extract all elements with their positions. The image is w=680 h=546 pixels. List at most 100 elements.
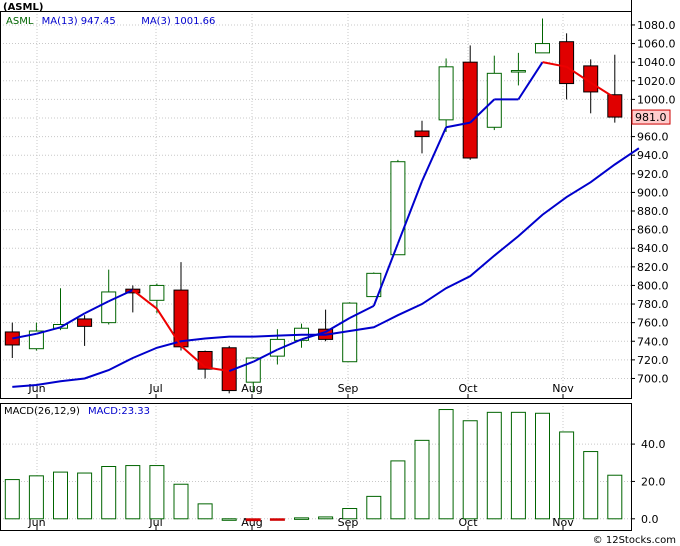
macd-bar bbox=[53, 471, 68, 520]
price-ytick-label: 780.0 bbox=[637, 298, 669, 311]
ma3-segment bbox=[228, 360, 254, 372]
candle-body bbox=[390, 161, 406, 256]
price-ytick-label: 960.0 bbox=[637, 131, 669, 144]
price-ytick-label: 1080.0 bbox=[637, 19, 676, 32]
price-xtick-label: Jul bbox=[148, 382, 162, 395]
ma3-segment bbox=[325, 317, 351, 333]
price-xtick-label: Nov bbox=[552, 382, 574, 395]
price-ytick-label: 740.0 bbox=[637, 335, 669, 348]
macd-bar bbox=[28, 475, 44, 520]
candle-body bbox=[535, 43, 550, 54]
price-ytick-label: 860.0 bbox=[637, 224, 669, 237]
ma3-segment bbox=[517, 61, 544, 100]
macd-bar bbox=[559, 431, 575, 520]
price-ytick-label: 920.0 bbox=[637, 168, 669, 181]
candle-body bbox=[149, 284, 165, 301]
price-ytick-label: 840.0 bbox=[637, 242, 669, 255]
candle-body bbox=[366, 272, 382, 298]
macd-bar bbox=[438, 409, 454, 520]
ma3-segment bbox=[396, 180, 423, 244]
candle-body bbox=[510, 70, 526, 73]
macd-ytick-label: 0.0 bbox=[641, 513, 659, 526]
ma3-segment bbox=[132, 289, 158, 310]
ma3-segment bbox=[566, 65, 592, 84]
macd-bar bbox=[77, 472, 93, 520]
macd-xtick-label: Aug bbox=[241, 516, 262, 529]
ma3-segment bbox=[277, 338, 302, 351]
candle-body bbox=[414, 130, 430, 138]
macd-ytick-label: 20.0 bbox=[641, 475, 666, 488]
ma3-segment bbox=[108, 289, 134, 303]
macd-ytick-label: 40.0 bbox=[641, 438, 666, 451]
ma3-segment bbox=[590, 81, 616, 99]
candle-body bbox=[438, 66, 454, 121]
macd-title: MACD(26,12,9) bbox=[4, 406, 80, 417]
macd-bar bbox=[366, 495, 382, 520]
macd-bar bbox=[607, 474, 623, 520]
ma3-segment bbox=[445, 121, 471, 129]
candle-body bbox=[559, 41, 575, 85]
legend-1: MA(13) 947.45 bbox=[42, 16, 116, 27]
candle-body bbox=[607, 94, 623, 118]
ma3-segment bbox=[372, 243, 399, 307]
price-ytick-label: 720.0 bbox=[637, 354, 669, 367]
ma3-segment bbox=[542, 61, 567, 68]
price-xtick-label: Oct bbox=[458, 382, 478, 395]
price-ytick-label: 900.0 bbox=[637, 186, 669, 199]
ma3-segment bbox=[84, 300, 110, 315]
macd-value: MACD:23.33 bbox=[88, 406, 150, 417]
macd-bar bbox=[245, 518, 261, 522]
ma3-segment bbox=[252, 348, 278, 363]
legend-0: ASML bbox=[6, 16, 34, 27]
macd-bar bbox=[390, 460, 406, 520]
macd-bar bbox=[318, 516, 334, 520]
price-ytick-label: 880.0 bbox=[637, 205, 669, 218]
price-ytick-label: 760.0 bbox=[637, 317, 669, 330]
ma3-segment bbox=[12, 332, 37, 340]
macd-bar bbox=[4, 479, 20, 520]
legend-2: MA(3) 1001.66 bbox=[141, 16, 215, 27]
macd-frame bbox=[0, 403, 632, 531]
macd-bar bbox=[101, 466, 117, 520]
ma3-segment bbox=[421, 126, 448, 182]
ma13-line bbox=[12, 147, 640, 388]
watermark: © 12Stocks.com bbox=[593, 535, 676, 546]
macd-bar bbox=[583, 451, 599, 520]
candle-body bbox=[101, 291, 117, 324]
macd-bar bbox=[221, 518, 237, 521]
price-ytick-label: 1000.0 bbox=[637, 93, 676, 106]
macd-bar bbox=[510, 411, 526, 520]
ticker-title: (ASML) bbox=[3, 2, 43, 13]
price-ytick-label: 800.0 bbox=[637, 279, 669, 292]
price-ytick-label: 1020.0 bbox=[637, 75, 676, 88]
ma3-segment bbox=[204, 366, 230, 373]
price-ytick-label: 1060.0 bbox=[637, 38, 676, 51]
price-ytick-label: 700.0 bbox=[637, 372, 669, 385]
ma3-segment bbox=[349, 305, 375, 319]
ma3-segment bbox=[180, 345, 206, 369]
macd-bar bbox=[414, 439, 430, 520]
macd-bar bbox=[294, 517, 309, 520]
macd-bar bbox=[149, 465, 165, 520]
candle-body bbox=[462, 61, 478, 159]
macd-bar bbox=[486, 411, 502, 520]
price-ytick-label: 1040.0 bbox=[637, 56, 676, 69]
ma3-segment bbox=[156, 308, 182, 347]
macd-bar bbox=[342, 508, 358, 520]
macd-bar bbox=[197, 503, 213, 520]
macd-bar bbox=[535, 412, 550, 520]
ma3-segment bbox=[301, 330, 326, 341]
last-price-box bbox=[631, 109, 671, 125]
price-xtick-label: Aug bbox=[241, 382, 262, 395]
macd-bar bbox=[269, 518, 285, 521]
ma3-segment bbox=[469, 98, 495, 124]
price-panel: 700.0 720.0 740.0 760.0 780.0 800.0 820.0 840.0… bbox=[0, 0, 676, 399]
macd-bar bbox=[173, 483, 189, 520]
macd-bar bbox=[462, 420, 478, 520]
candle-body bbox=[77, 318, 93, 327]
price-xtick-label: Sep bbox=[338, 382, 359, 395]
price-ytick-label: 820.0 bbox=[637, 261, 669, 274]
ma3-segment bbox=[59, 312, 86, 329]
